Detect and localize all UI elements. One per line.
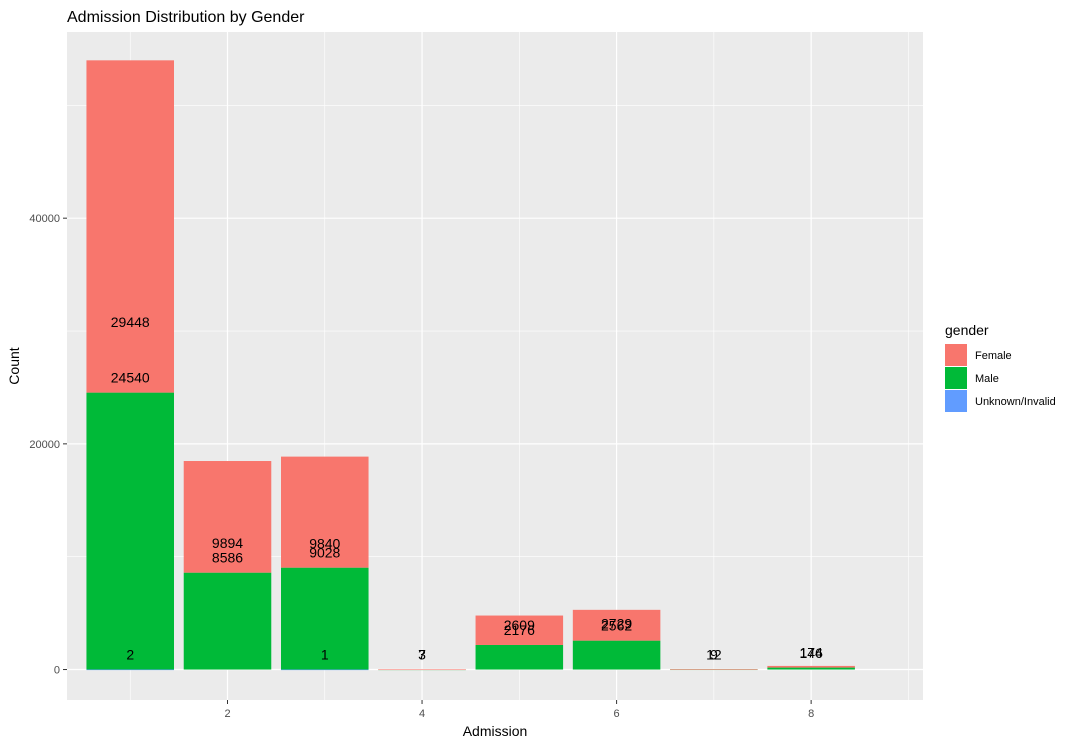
x-tick-label: 8 <box>808 708 814 720</box>
data-label: 2562 <box>601 618 632 634</box>
bar-segment <box>86 392 174 670</box>
x-tick-label: 2 <box>224 708 230 720</box>
data-label: 7 <box>418 646 426 662</box>
bar-segment <box>670 669 758 670</box>
legend-swatch <box>945 367 967 389</box>
bar-segment <box>281 669 369 671</box>
data-label: 2 <box>126 647 134 663</box>
legend-label: Unknown/Invalid <box>975 396 1056 408</box>
y-tick-label: 0 <box>54 665 60 677</box>
data-label: 29448 <box>111 314 150 330</box>
bar-segment <box>281 567 369 670</box>
legend-label: Male <box>975 373 999 385</box>
y-tick-label: 40000 <box>29 213 60 225</box>
y-axis-title: Count <box>6 347 22 384</box>
bar-segment <box>767 667 855 670</box>
bar-segment <box>475 615 564 645</box>
data-label: 9 <box>710 646 718 662</box>
bar-segment <box>572 640 661 670</box>
data-label: 9894 <box>212 535 243 551</box>
data-label: 24540 <box>111 370 150 386</box>
bar-segment <box>767 665 855 668</box>
legend-label: Female <box>975 350 1012 362</box>
legend-swatch <box>945 344 967 366</box>
data-label: 2729 <box>601 616 632 632</box>
bar-segment <box>86 60 174 393</box>
x-tick-label: 6 <box>614 708 620 720</box>
bar-segment <box>572 609 661 641</box>
data-label: 3 <box>418 646 426 662</box>
bar-segment <box>281 456 369 568</box>
chart-title: Admission Distribution by Gender <box>67 9 305 26</box>
data-label: 2609 <box>504 617 535 633</box>
bar-segment <box>378 669 466 671</box>
axes: 0 20000 40000 2 4 6 8 <box>29 213 814 720</box>
y-tick-label: 20000 <box>29 439 60 451</box>
x-axis-title: Admission <box>463 723 528 739</box>
data-label: 8586 <box>212 550 243 566</box>
data-label: 9028 <box>309 545 340 561</box>
data-label: 146 <box>799 645 823 661</box>
data-label: 12 <box>706 646 722 662</box>
data-label: 2176 <box>504 622 535 638</box>
data-label: 9840 <box>309 536 340 552</box>
x-tick-label: 4 <box>419 708 425 720</box>
bar-segment <box>475 644 564 670</box>
legend: gender Female Male Unknown/Invalid <box>945 322 1056 412</box>
bar-segment <box>86 669 174 671</box>
bar-segment <box>183 461 272 573</box>
legend-title: gender <box>945 322 989 338</box>
bar-segment <box>183 572 272 670</box>
data-label: 174 <box>799 645 823 661</box>
bars <box>86 60 855 671</box>
data-label: 1 <box>321 647 329 663</box>
legend-swatch <box>945 390 967 412</box>
